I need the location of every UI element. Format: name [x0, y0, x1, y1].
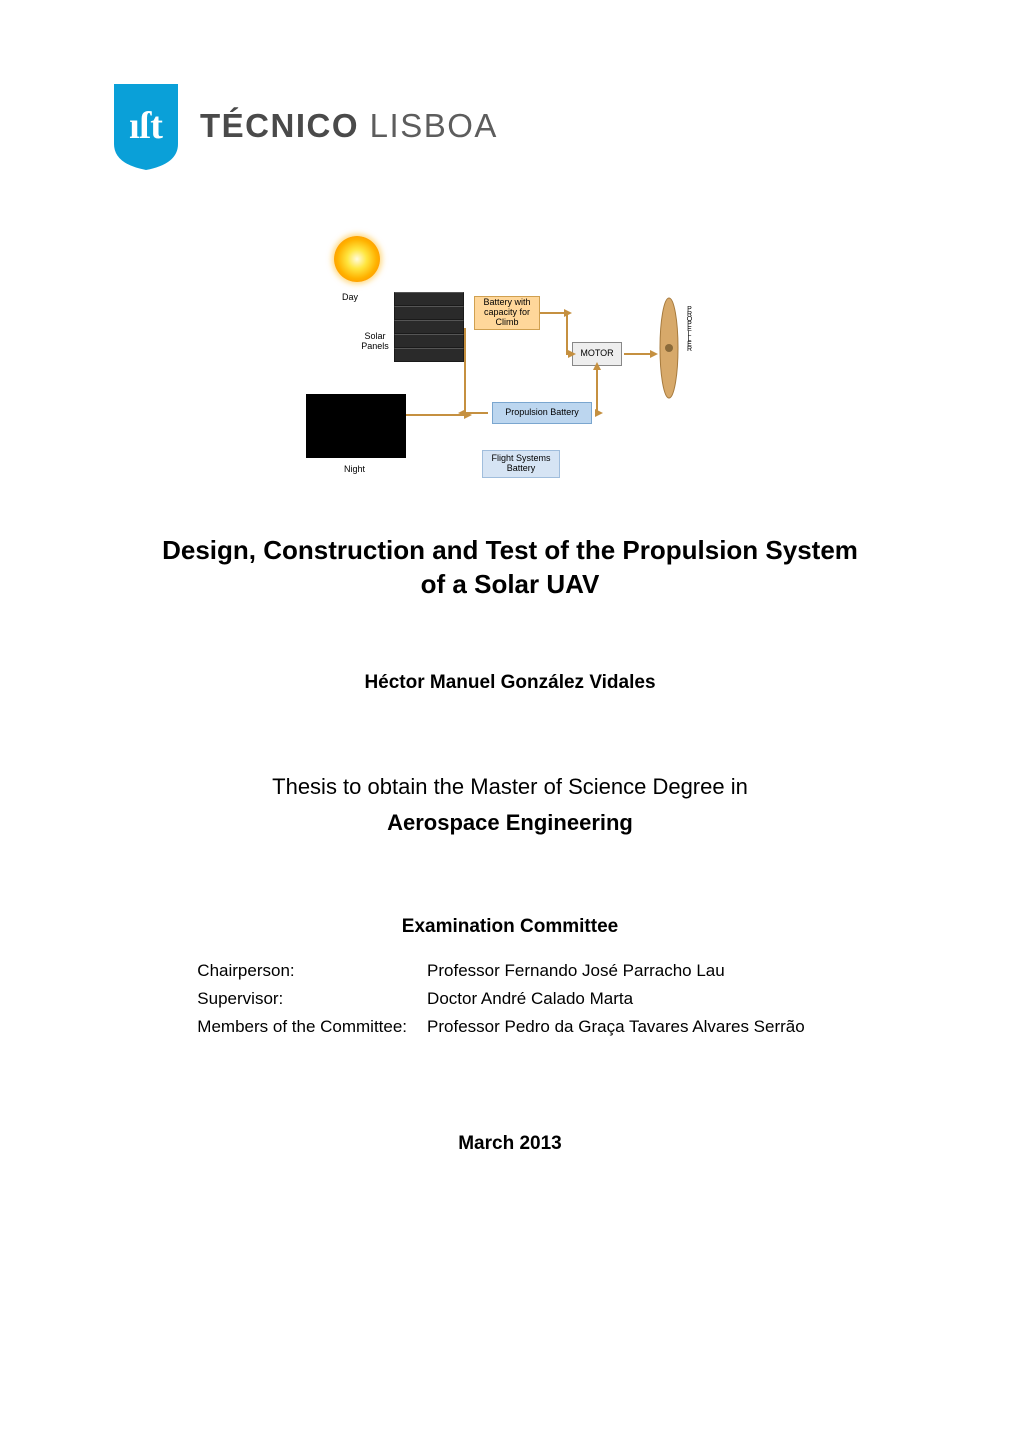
logo-wordmark: TÉCNICO LISBOA	[200, 107, 498, 145]
logo-text-bold: TÉCNICO	[200, 107, 359, 144]
arrow-connector	[566, 312, 568, 354]
moon-icon	[320, 406, 346, 432]
diagram-label-solar-panels: Solar Panels	[358, 332, 392, 352]
logo-shield-icon: ıſt	[110, 80, 182, 172]
arrow-icon	[566, 353, 570, 355]
committee-table: Chairperson: Professor Fernando José Par…	[195, 956, 824, 1043]
thesis-title: Design, Construction and Test of the Pro…	[150, 534, 870, 602]
diagram-label-night: Night	[344, 464, 365, 474]
institution-logo: ıſt TÉCNICO LISBOA	[110, 80, 910, 172]
thesis-date: March 2013	[110, 1133, 910, 1155]
sun-icon	[334, 236, 380, 282]
committee-name: Doctor André Calado Marta	[427, 986, 823, 1012]
solar-panels-icon	[394, 292, 464, 362]
table-row: Chairperson: Professor Fernando José Par…	[197, 958, 822, 984]
arrow-icon	[624, 353, 652, 355]
diagram-label-day: Day	[342, 292, 358, 302]
thesis-description-line: Thesis to obtain the Master of Science D…	[110, 774, 910, 800]
logo-text-light: LISBOA	[359, 107, 498, 144]
diagram-box-climb-battery: Battery with capacity for Climb	[474, 296, 540, 330]
arrow-connector	[464, 328, 466, 416]
system-diagram: Day Solar Panels Battery with capacity f…	[110, 232, 910, 492]
diagram-label-propeller: PROPELLER	[686, 306, 693, 351]
author-name: Héctor Manuel González Vidales	[110, 672, 910, 694]
propeller-icon	[658, 296, 680, 400]
diagram-box-propulsion-battery: Propulsion Battery	[492, 402, 592, 424]
svg-text:ıſt: ıſt	[129, 105, 163, 147]
diagram-box-flight-systems-battery: Flight Systems Battery	[482, 450, 560, 478]
degree-name: Aerospace Engineering	[110, 810, 910, 836]
arrow-icon	[596, 368, 598, 412]
table-row: Members of the Committee: Professor Pedr…	[197, 1014, 822, 1040]
arrow-icon	[540, 312, 566, 314]
committee-role: Members of the Committee:	[197, 1014, 425, 1040]
arrow-icon	[406, 414, 466, 416]
arrow-connector	[596, 412, 597, 414]
committee-role: Chairperson:	[197, 958, 425, 984]
committee-heading: Examination Committee	[110, 916, 910, 938]
committee-name: Professor Pedro da Graça Tavares Alvares…	[427, 1014, 823, 1040]
committee-role: Supervisor:	[197, 986, 425, 1012]
table-row: Supervisor: Doctor André Calado Marta	[197, 986, 822, 1012]
committee-name: Professor Fernando José Parracho Lau	[427, 958, 823, 984]
